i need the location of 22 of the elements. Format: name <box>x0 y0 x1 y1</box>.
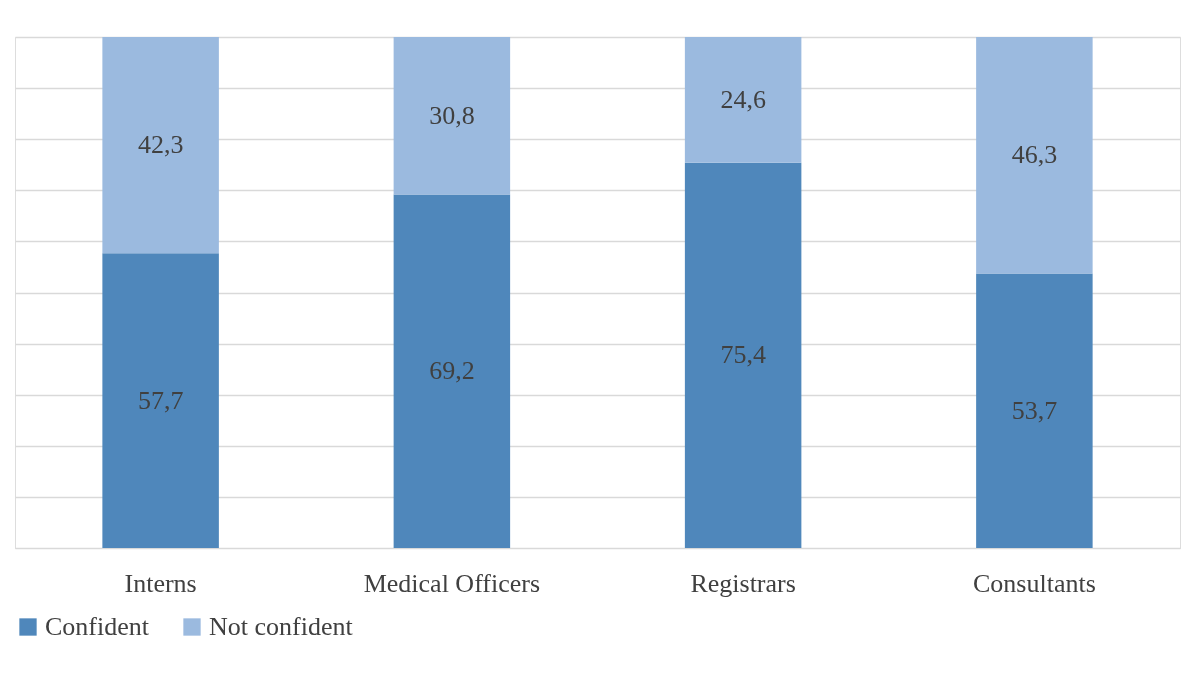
bar <box>976 273 1093 548</box>
data-label: 42,3 <box>137 130 184 160</box>
data-label: 57,7 <box>137 385 184 415</box>
data-label: 75,4 <box>720 340 766 370</box>
bar <box>102 253 219 548</box>
bar <box>393 37 511 195</box>
data-label: 69,2 <box>429 356 475 386</box>
bar <box>684 162 802 548</box>
data-label: 30,8 <box>429 100 475 130</box>
bar <box>102 37 219 254</box>
bar <box>976 37 1093 274</box>
data-label: 24,6 <box>720 84 766 114</box>
data-label: 53,7 <box>1011 395 1058 425</box>
legend-label: Not confident <box>209 612 354 641</box>
legend-label: Confident <box>45 612 150 641</box>
data-label: 46,3 <box>1011 140 1058 170</box>
bar <box>393 194 511 548</box>
x-tick-label: Interns <box>124 568 197 598</box>
x-tick-label: Medical Officers <box>363 568 541 598</box>
bar <box>684 37 802 163</box>
x-tick-label: Registrars <box>690 568 796 598</box>
x-tick-label: Consultants <box>972 568 1096 598</box>
